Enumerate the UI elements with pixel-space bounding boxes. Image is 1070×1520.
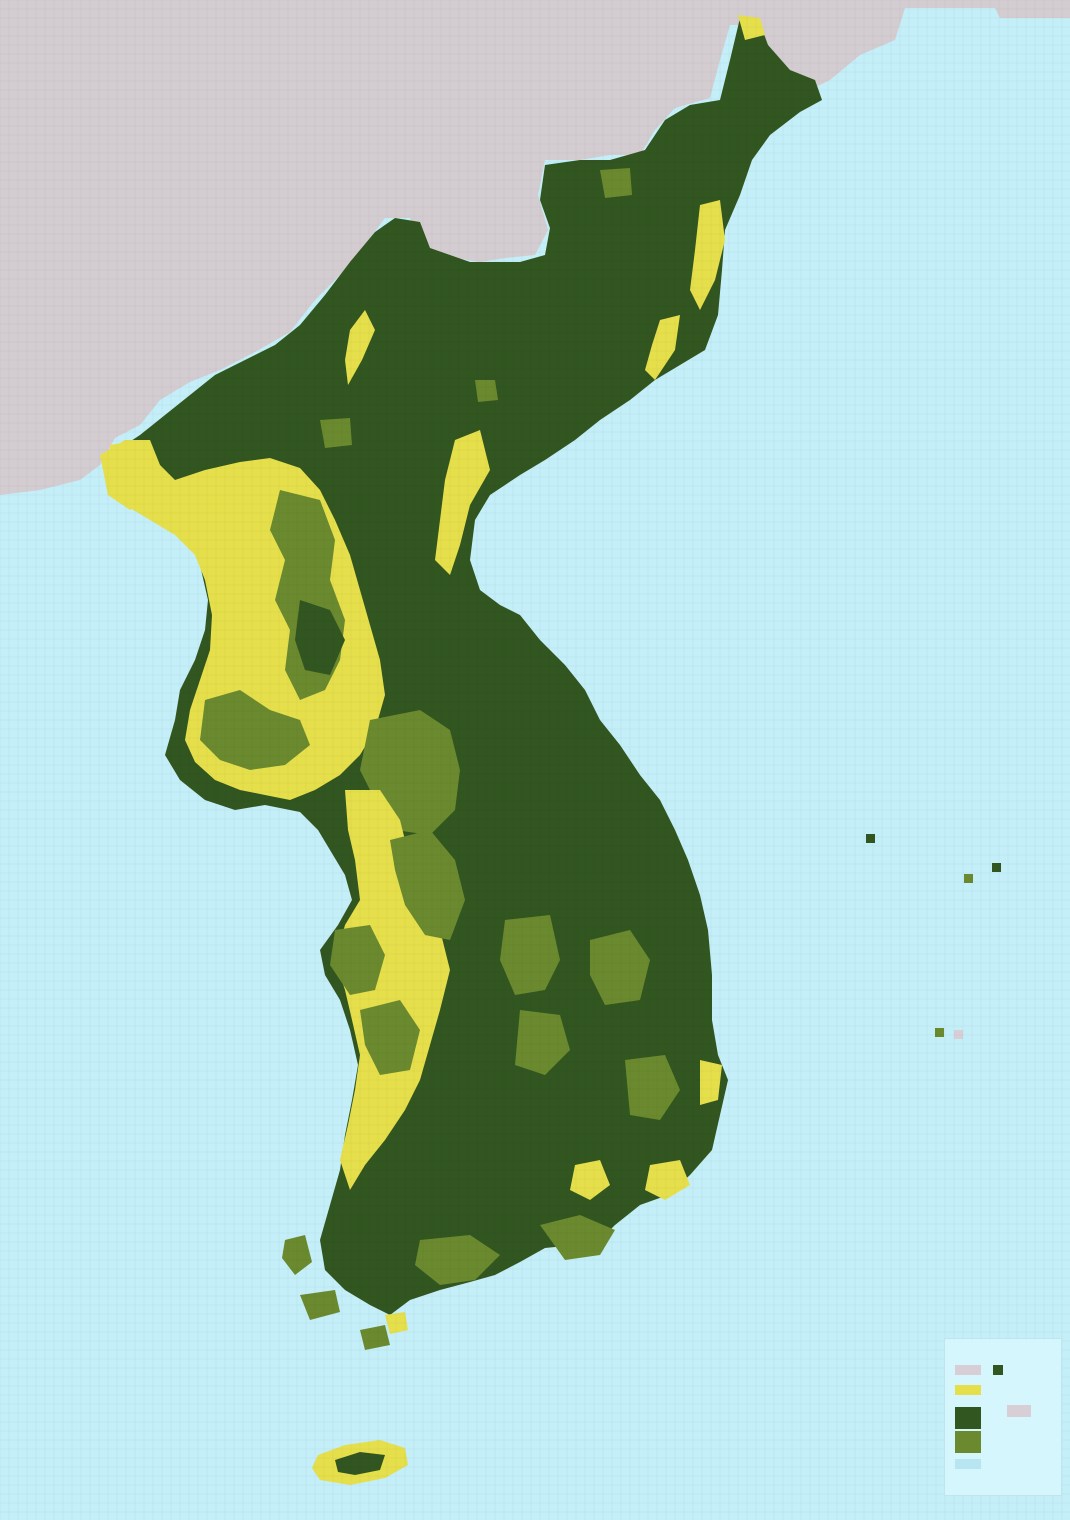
legend-swatch-mixed bbox=[955, 1431, 981, 1453]
map-legend bbox=[944, 1338, 1062, 1496]
legend-swatch-cropland bbox=[955, 1385, 981, 1395]
legend-swatch-extra bbox=[993, 1365, 1003, 1375]
legend-swatch-forest bbox=[955, 1407, 981, 1429]
legend-swatch-water bbox=[955, 1459, 981, 1469]
legend-swatch-urban bbox=[955, 1365, 981, 1375]
legend-swatch-extra-2 bbox=[1007, 1405, 1031, 1417]
